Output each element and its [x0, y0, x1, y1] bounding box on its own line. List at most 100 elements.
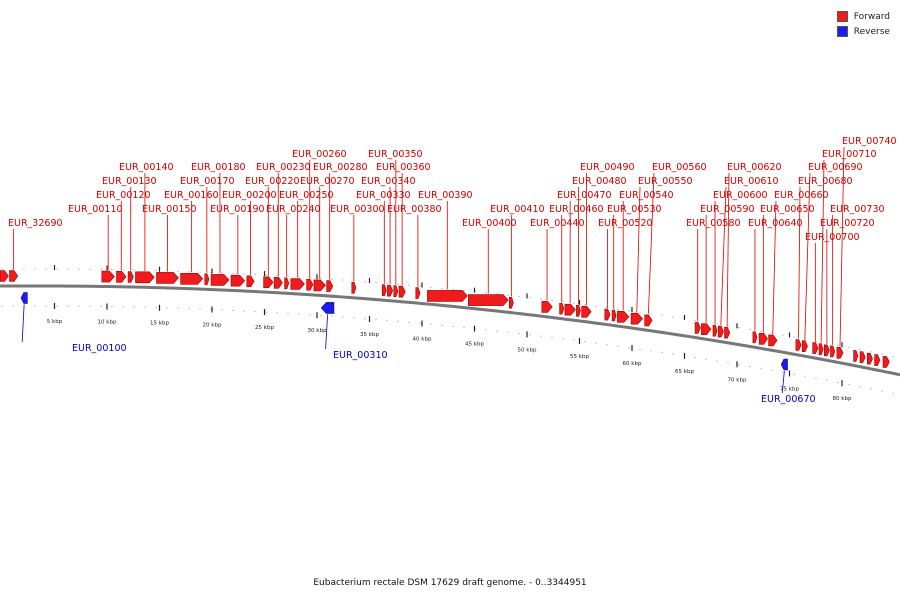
forward-gene[interactable]: [508, 296, 514, 309]
guide-dot-top: [155, 270, 157, 272]
forward-gene[interactable]: [427, 290, 468, 302]
forward-gene[interactable]: [866, 352, 873, 365]
guide-dot-bottom: [452, 325, 454, 328]
scale-tick-label: 35 kbp: [360, 332, 379, 338]
guide-dot-bottom: [56, 305, 58, 307]
forward-gene[interactable]: [156, 272, 179, 284]
forward-gene[interactable]: [812, 342, 819, 354]
forward-gene[interactable]: [230, 274, 246, 287]
forward-gene[interactable]: [644, 314, 653, 327]
guide-dot-bottom: [331, 315, 333, 317]
forward-gene[interactable]: [823, 344, 830, 357]
forward-gene[interactable]: [263, 276, 274, 289]
forward-gene[interactable]: [611, 309, 617, 322]
forward-gene[interactable]: [326, 280, 334, 292]
label-leader: [720, 186, 727, 326]
forward-gene[interactable]: [801, 340, 808, 353]
forward-gene[interactable]: [564, 303, 576, 316]
guide-dot-bottom: [606, 344, 608, 346]
forward-gene[interactable]: [9, 270, 19, 282]
forward-gene[interactable]: [180, 272, 204, 285]
guide-dot-top: [122, 269, 124, 271]
forward-gene[interactable]: [701, 323, 712, 336]
guide-dot-bottom: [408, 321, 410, 323]
guide-dot-bottom: [78, 305, 80, 307]
forward-gene[interactable]: [859, 351, 866, 364]
guide-dot-bottom: [650, 350, 652, 352]
forward-gene[interactable]: [0, 270, 9, 282]
forward-gene[interactable]: [752, 331, 758, 344]
forward-gene[interactable]: [882, 356, 890, 368]
forward-gene[interactable]: [874, 354, 881, 366]
forward-gene[interactable]: [758, 332, 768, 345]
forward-gene[interactable]: [246, 275, 255, 288]
forward-gene[interactable]: [284, 277, 290, 290]
forward-gene[interactable]: [101, 270, 115, 283]
forward-gene[interactable]: [290, 278, 305, 290]
forward-gene-label: EUR_00530: [607, 204, 662, 215]
scale-tick-label: 25 kbp: [255, 325, 274, 331]
guide-dot-bottom: [705, 358, 707, 360]
forward-gene[interactable]: [116, 270, 127, 283]
forward-gene[interactable]: [604, 308, 611, 321]
forward-gene[interactable]: [127, 271, 134, 283]
legend: Forward Reverse: [836, 9, 890, 39]
forward-gene-label: EUR_00300: [330, 204, 385, 215]
scale-ticks: 5 kbp 10 kbp 15 kbp 20 kbp 25 kbp 30 kbp 35 kb…: [1, 265, 894, 402]
forward-gene[interactable]: [387, 284, 394, 297]
forward-gene[interactable]: [351, 281, 357, 294]
forward-gene[interactable]: [559, 302, 565, 315]
guide-dot-top: [551, 299, 553, 302]
forward-gene[interactable]: [576, 304, 581, 317]
guide-dot-top: [562, 301, 564, 303]
reverse-gene[interactable]: [20, 292, 28, 304]
forward-gene[interactable]: [630, 312, 644, 325]
forward-gene[interactable]: [467, 294, 509, 306]
scale-tick-label: 45 kbp: [465, 342, 484, 348]
forward-gene[interactable]: [795, 339, 802, 351]
forward-gene[interactable]: [210, 274, 230, 286]
forward-gene[interactable]: [398, 285, 406, 298]
guide-dot-top: [650, 313, 652, 315]
forward-gene[interactable]: [717, 325, 724, 338]
forward-gene[interactable]: [818, 343, 824, 356]
guide-dot-top: [628, 310, 630, 312]
forward-gene[interactable]: [415, 287, 421, 299]
guide-dot-top: [430, 286, 432, 288]
forward-gene[interactable]: [381, 284, 387, 297]
forward-gene[interactable]: [768, 334, 778, 347]
forward-gene-label: EUR_00180: [191, 162, 246, 173]
guide-dot-top: [760, 330, 762, 332]
guide-dot-top: [287, 275, 289, 277]
scale-tick-label: 60 kbp: [623, 361, 642, 367]
guide-dot-top: [518, 295, 520, 298]
forward-gene[interactable]: [836, 346, 844, 359]
forward-gene[interactable]: [273, 276, 283, 289]
forward-gene[interactable]: [541, 301, 553, 313]
label-leader: [798, 186, 801, 339]
forward-gene[interactable]: [617, 310, 630, 323]
forward-gene-label: EUR_00250: [279, 190, 334, 201]
reverse-gene[interactable]: [320, 302, 335, 314]
scale-tick-label: 80 kbp: [833, 396, 852, 402]
reverse-label: Reverse: [853, 26, 890, 37]
label-leader-reverse: [21, 304, 25, 343]
forward-gene-label: EUR_00130: [102, 176, 157, 187]
forward-gene-label: EUR_00190: [210, 204, 265, 215]
forward-gene[interactable]: [712, 324, 718, 337]
guide-dot-top: [441, 287, 443, 289]
forward-gene[interactable]: [313, 279, 326, 292]
forward-gene[interactable]: [306, 278, 314, 291]
forward-gene[interactable]: [135, 271, 155, 284]
forward-gene[interactable]: [830, 345, 836, 358]
forward-gene-label: EUR_00380: [387, 204, 442, 215]
reverse-gene[interactable]: [780, 358, 788, 371]
forward-gene[interactable]: [724, 326, 731, 339]
forward-gene[interactable]: [204, 273, 210, 286]
forward-gene[interactable]: [853, 350, 859, 362]
guide-dot-bottom: [100, 305, 102, 307]
forward-gene[interactable]: [393, 285, 399, 298]
forward-gene[interactable]: [581, 305, 592, 318]
guide-dot-bottom: [144, 306, 146, 308]
forward-gene[interactable]: [694, 322, 701, 334]
